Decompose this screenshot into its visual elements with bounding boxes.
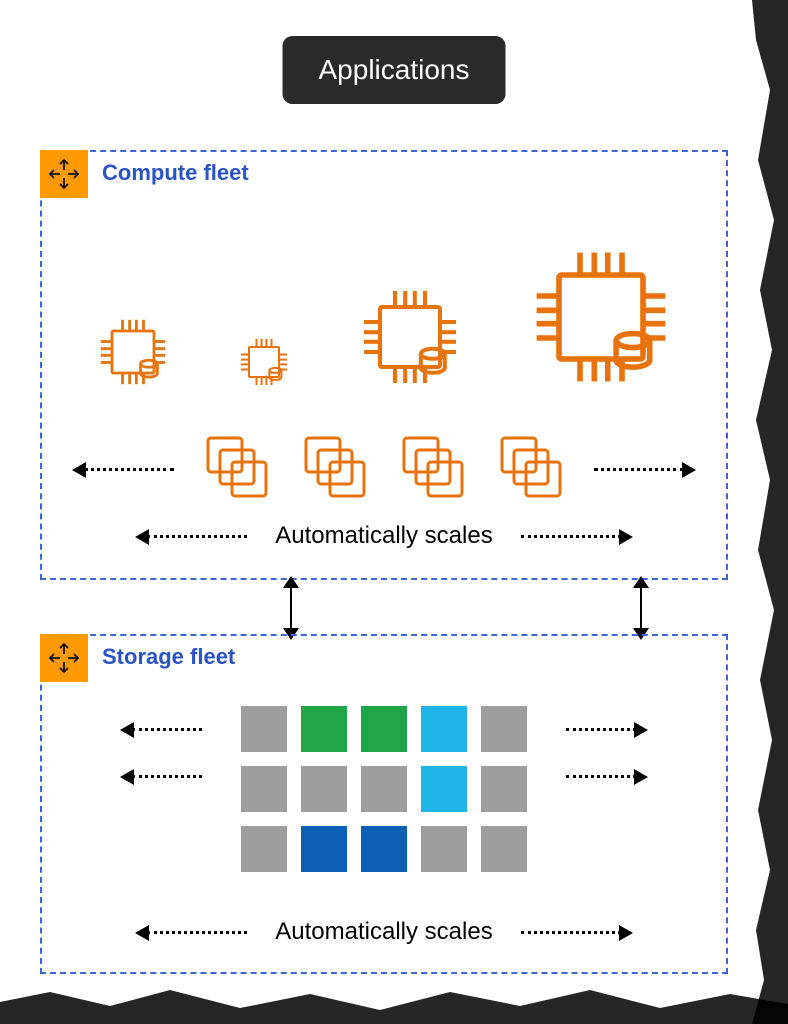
scale-arrow-right-icon (566, 775, 636, 778)
stack-icon (398, 432, 468, 502)
scale-arrow-left-icon (147, 931, 247, 934)
storage-cell (481, 826, 527, 872)
compute-fleet-title: Compute fleet (102, 160, 249, 186)
chip-icon (360, 287, 460, 387)
storage-fleet-title: Storage fleet (102, 644, 235, 670)
scale-arrow-right-icon (521, 535, 621, 538)
storage-cell (361, 766, 407, 812)
scale-arrow-left-icon (132, 775, 202, 778)
scale-arrow-left-icon (147, 535, 247, 538)
storage-arrows-right (566, 728, 636, 778)
scale-icon (40, 150, 88, 198)
scale-arrow-right-icon (521, 931, 621, 934)
torn-edge-right (752, 0, 788, 1024)
torn-edge-bottom (0, 984, 788, 1024)
stack-row (42, 432, 726, 507)
compute-fleet-box: Compute fleet (40, 150, 728, 580)
storage-cell (241, 706, 287, 752)
storage-cell (241, 826, 287, 872)
chip-icon (239, 337, 289, 387)
storage-cell (421, 826, 467, 872)
storage-cell (301, 706, 347, 752)
storage-scale-row: Automatically scales (42, 918, 726, 946)
vertical-link-arrow-icon (640, 586, 642, 630)
storage-scale-label: Automatically scales (275, 918, 492, 946)
storage-cell (241, 766, 287, 812)
scale-arrow-left-icon (84, 468, 174, 471)
storage-cell (421, 706, 467, 752)
scale-arrow-right-icon (594, 468, 684, 471)
storage-cell (301, 826, 347, 872)
storage-cell (301, 766, 347, 812)
storage-cell (421, 766, 467, 812)
instance-stack (300, 432, 370, 507)
storage-cell (481, 706, 527, 752)
compute-chip (531, 247, 671, 392)
compute-chip (98, 317, 168, 392)
chip-row (42, 222, 726, 392)
stack-container (202, 432, 566, 507)
stack-icon (202, 432, 272, 502)
stack-icon (300, 432, 370, 502)
instance-stack (496, 432, 566, 507)
stack-icon (496, 432, 566, 502)
scale-icon (40, 634, 88, 682)
storage-arrows-left (132, 728, 202, 778)
compute-scale-row: Automatically scales (42, 522, 726, 550)
scale-arrow-right-icon (566, 728, 636, 731)
compute-scale-label: Automatically scales (275, 522, 492, 550)
compute-chip (239, 337, 289, 392)
scale-arrow-left-icon (132, 728, 202, 731)
instance-stack (398, 432, 468, 507)
chip-icon (531, 247, 671, 387)
applications-label: Applications (319, 54, 470, 85)
storage-grid (241, 706, 527, 872)
chip-icon (98, 317, 168, 387)
storage-cell (481, 766, 527, 812)
storage-cell (361, 706, 407, 752)
instance-stack (202, 432, 272, 507)
vertical-link-arrow-icon (290, 586, 292, 630)
storage-fleet-box: Storage fleet Automatically scales (40, 634, 728, 974)
storage-cell (361, 826, 407, 872)
compute-chip (360, 287, 460, 392)
applications-badge: Applications (283, 36, 506, 104)
